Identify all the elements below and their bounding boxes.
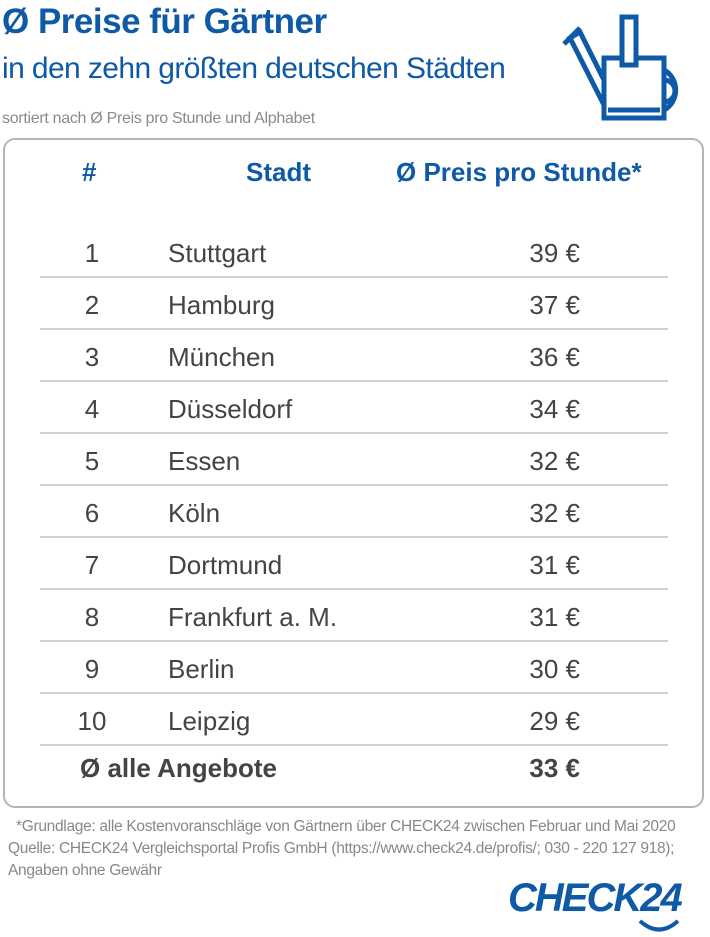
rank-cell: 6 [84,498,100,528]
city-cell: Essen [168,446,241,476]
price-cell: 31 € [529,550,580,580]
city-cell: Berlin [168,654,235,684]
footnote: *Grundlage: alle Kostenvoranschläge von … [16,818,676,835]
rank-cell: 1 [84,238,100,268]
smile-arc-icon [638,919,680,932]
city-cell: Frankfurt a. M. [168,602,338,632]
table-frame [3,138,704,808]
price-cell: 36 € [529,342,580,372]
city-cell: Hamburg [168,290,275,320]
rank-cell: 5 [84,446,100,476]
price-cell: 32 € [529,498,580,528]
table-row: 1 Stuttgart 39 € [40,224,668,278]
price-cell: 29 € [529,706,580,736]
logo-text: CHECK24 [508,876,683,920]
city-cell: Dortmund [168,550,283,580]
price-cell: 39 € [529,238,580,268]
column-header-price: Ø Preis pro Stunde* [396,157,642,187]
city-cell: München [168,342,275,372]
page-subtitle: in den zehn größten deutschen Städten [2,52,506,85]
price-cell: 37 € [529,290,580,320]
city-cell: Leipzig [168,706,251,736]
city-cell: Düsseldorf [168,394,293,424]
city-cell: Köln [168,498,221,528]
summary-label: Ø alle Angebote [80,753,277,783]
table-row: 5 Essen 32 € [40,432,668,486]
rank-cell: 2 [84,290,100,320]
table-row: 10 Leipzig 29 € [40,692,668,746]
rank-cell: 10 [77,706,107,736]
check24-logo: CHECK24 [508,876,683,932]
table-row: 2 Hamburg 37 € [40,276,668,330]
column-header-city: Stadt [246,157,311,187]
rank-cell: 3 [84,342,100,372]
table-row: 6 Köln 32 € [40,484,668,538]
rank-cell: 7 [84,550,100,580]
disclaimer: Angaben ohne Gewähr [8,862,162,879]
price-cell: 32 € [529,446,580,476]
watering-can-icon [562,14,679,121]
column-header-rank: # [82,157,97,187]
sort-note: sortiert nach Ø Preis pro Stunde und Alp… [2,110,315,127]
rank-cell: 4 [84,394,100,424]
table-row: 4 Düsseldorf 34 € [40,380,668,434]
rank-cell: 8 [84,602,100,632]
price-cell: 30 € [529,654,580,684]
table-row: 8 Frankfurt a. M. 31 € [40,588,668,642]
price-cell: 31 € [529,602,580,632]
source: Quelle: CHECK24 Vergleichsportal Profis … [8,840,675,857]
table-row: 7 Dortmund 31 € [40,536,668,590]
table-row: 3 München 36 € [40,328,668,382]
page-title: Ø Preise für Gärtner [2,2,327,41]
city-cell: Stuttgart [168,238,267,268]
price-cell: 34 € [529,394,580,424]
table-row: 9 Berlin 30 € [40,640,668,694]
summary-price: 33 € [529,753,580,783]
rank-cell: 9 [84,654,100,684]
